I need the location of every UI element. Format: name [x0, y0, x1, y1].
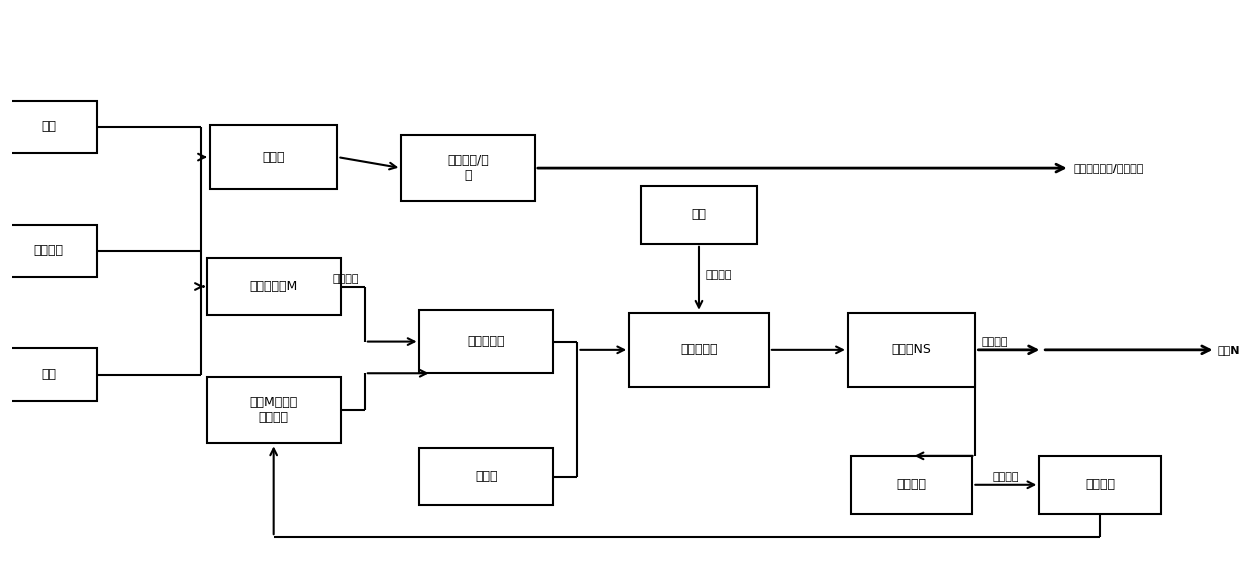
Text: 成品NS: 成品NS — [1218, 345, 1240, 355]
Text: 粗品M（未达
到国标）: 粗品M（未达 到国标） — [249, 396, 298, 424]
Bar — [419, 310, 553, 373]
Bar — [851, 456, 972, 514]
Text: 蒸馏回收: 蒸馏回收 — [992, 472, 1019, 482]
Text: 混合溶剂: 混合溶剂 — [332, 274, 358, 284]
Bar — [419, 447, 553, 505]
Bar — [0, 101, 98, 153]
Text: 粗品促进剂M: 粗品促进剂M — [249, 280, 298, 293]
Bar — [207, 378, 341, 443]
Bar — [629, 312, 769, 387]
Bar — [0, 225, 98, 277]
Bar — [402, 135, 534, 201]
Text: 苯胺: 苯胺 — [41, 120, 56, 133]
Bar — [848, 312, 976, 387]
Bar — [641, 186, 756, 244]
Text: 固体催化: 固体催化 — [706, 270, 732, 280]
Text: 离心干燥: 离心干燥 — [982, 337, 1008, 347]
Bar — [1039, 456, 1161, 514]
Text: 氧气: 氧气 — [692, 209, 707, 221]
Text: 硫氢化钠/硫
磺: 硫氢化钠/硫 磺 — [448, 154, 489, 182]
Text: 二硫化碳: 二硫化碳 — [33, 244, 63, 257]
Text: 成品硫氢化钠/硫磺产品: 成品硫氢化钠/硫磺产品 — [1074, 163, 1143, 173]
Text: 叔丁胺: 叔丁胺 — [475, 470, 497, 483]
Bar — [0, 348, 98, 401]
Text: 混合溶剂: 混合溶剂 — [897, 478, 926, 491]
Bar — [210, 125, 337, 189]
Text: 促进剂NS: 促进剂NS — [892, 343, 931, 356]
Text: 硫醇络合物: 硫醇络合物 — [681, 343, 718, 356]
Text: 硫醇化合物: 硫醇化合物 — [467, 335, 505, 348]
Text: 硫磺: 硫磺 — [41, 368, 56, 381]
Text: 混合溶剂: 混合溶剂 — [1085, 478, 1115, 491]
Text: 硫化氢: 硫化氢 — [263, 151, 285, 164]
Bar — [207, 257, 341, 315]
